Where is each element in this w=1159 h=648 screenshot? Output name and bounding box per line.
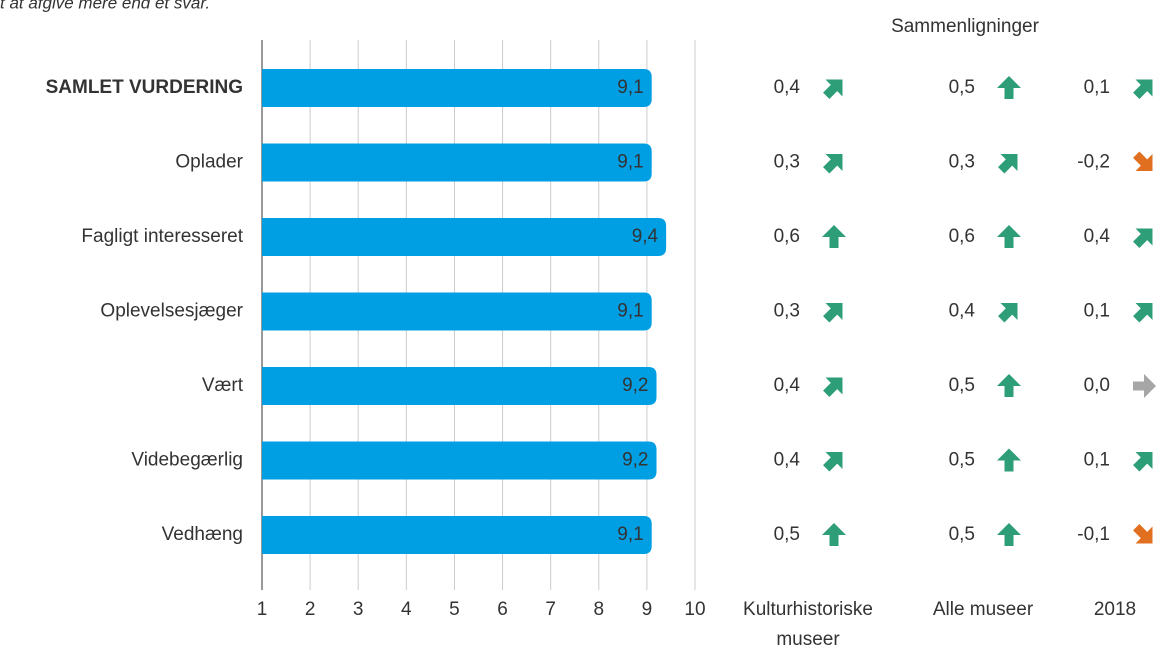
comparison-value: -0,2	[1077, 152, 1110, 173]
comparison-value: 0,4	[949, 301, 976, 322]
comparison-value: 0,5	[774, 524, 800, 545]
comparison-value: 0,5	[949, 77, 975, 98]
bar	[262, 292, 652, 331]
comparison-value: 0,0	[1084, 375, 1110, 396]
x-tick-label: 10	[684, 599, 705, 620]
column-header: Kulturhistoriske	[743, 599, 873, 620]
category-label: SAMLET VURDERING	[46, 77, 243, 98]
trend-arrow	[823, 452, 843, 472]
trend-arrow	[1133, 303, 1153, 323]
trend-arrow	[998, 303, 1018, 323]
bar-value-label: 9,1	[617, 77, 643, 98]
category-label: Oplevelsesjæger	[100, 301, 243, 322]
bar	[262, 69, 652, 107]
column-header: 2018	[1094, 599, 1136, 620]
comparisons-title: Sammenligninger	[891, 16, 1040, 37]
trend-arrow	[997, 374, 1021, 397]
trend-arrow	[997, 225, 1021, 248]
x-tick-label: 6	[497, 599, 508, 620]
trend-arrow	[1133, 374, 1156, 398]
trend-arrow	[997, 523, 1021, 546]
bar	[262, 367, 657, 405]
trend-arrow	[1133, 228, 1153, 248]
comparison-value: 0,1	[1084, 450, 1110, 471]
bar-value-label: 9,1	[617, 152, 643, 173]
trend-arrow	[823, 377, 843, 397]
bar-value-label: 9,4	[632, 226, 659, 247]
x-tick-label: 1	[257, 599, 268, 620]
comparison-value: 0,5	[949, 450, 975, 471]
bar-value-label: 9,1	[617, 524, 643, 545]
trend-arrow	[1133, 79, 1153, 99]
x-tick-label: 8	[593, 599, 604, 620]
comparison-value: 0,1	[1084, 77, 1110, 98]
bar-value-label: 9,2	[622, 450, 648, 471]
trend-arrow	[823, 303, 843, 323]
x-tick-label: 3	[353, 599, 364, 620]
comparison-value: 0,3	[774, 301, 800, 322]
bar-value-label: 9,1	[617, 301, 643, 322]
category-label: Fagligt interesseret	[81, 226, 243, 247]
bar-value-label: 9,2	[622, 375, 648, 396]
column-header: museer	[776, 629, 840, 648]
trend-arrow	[823, 154, 843, 174]
comparison-value: 0,6	[774, 226, 800, 247]
category-label: Videbegærlig	[131, 450, 243, 471]
column-header: Alle museer	[933, 599, 1034, 620]
x-tick-label: 7	[545, 599, 556, 620]
trend-arrow	[1133, 151, 1153, 171]
comparison-value: 0,4	[774, 375, 801, 396]
comparison-value: 0,4	[1084, 226, 1111, 247]
x-tick-label: 9	[642, 599, 653, 620]
x-tick-label: 2	[305, 599, 316, 620]
category-label: Vært	[202, 375, 244, 396]
comparison-value: -0,1	[1077, 524, 1110, 545]
x-tick-label: 5	[449, 599, 460, 620]
comparison-value: 0,4	[774, 450, 801, 471]
comparison-value: 0,6	[949, 226, 975, 247]
trend-arrow	[822, 225, 846, 248]
trend-arrow	[998, 154, 1018, 174]
trend-arrow	[823, 79, 843, 99]
bar	[262, 143, 652, 182]
comparison-value: 0,5	[949, 375, 975, 396]
trend-arrow	[822, 523, 846, 546]
comparison-value: 0,3	[774, 152, 800, 173]
comparison-value: 0,1	[1084, 301, 1110, 322]
trend-arrow	[997, 76, 1021, 99]
comparison-value: 0,4	[774, 77, 801, 98]
x-tick-label: 4	[401, 599, 412, 620]
category-label: Oplader	[175, 152, 243, 173]
bar	[262, 441, 657, 480]
bar	[262, 516, 652, 554]
category-label: Vedhæng	[162, 524, 243, 545]
trend-arrow	[1133, 524, 1153, 544]
comparison-value: 0,5	[949, 524, 975, 545]
trend-arrow	[1133, 452, 1153, 472]
comparison-value: 0,3	[949, 152, 975, 173]
bar	[262, 218, 667, 256]
note: t at afgive mere end et svar.	[0, 0, 210, 12]
trend-arrow	[997, 448, 1021, 472]
